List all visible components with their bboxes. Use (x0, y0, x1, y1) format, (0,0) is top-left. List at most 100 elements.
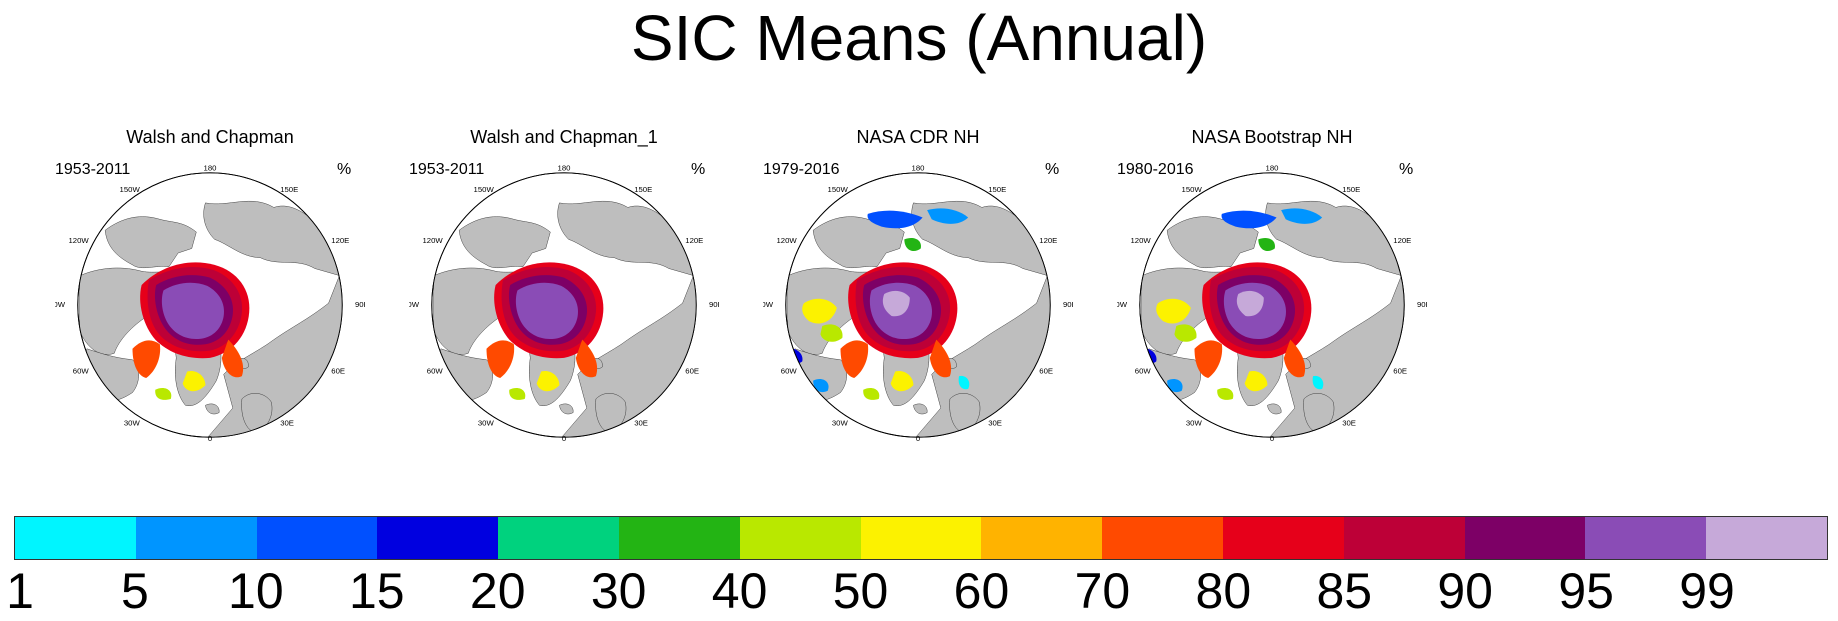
map-boundary (431, 172, 697, 438)
longitude-label: 120W (776, 236, 797, 245)
map-panel-nasa-cdr: NASA CDR NH 1979-2016 % 180 0 90W 90E 120W 15… (763, 126, 1073, 486)
longitude-label: 150E (280, 185, 298, 194)
iceland-land (205, 403, 220, 415)
sea-ice-region (1217, 388, 1234, 400)
sea-ice-region (958, 375, 970, 390)
colorbar-tick-label: 60 (953, 563, 1010, 619)
longitude-label: 90E (1063, 300, 1073, 309)
longitude-label: 0 (1270, 434, 1274, 443)
longitude-label: 0 (916, 434, 920, 443)
map-boundary (785, 172, 1051, 438)
panel-period: 1953-2011 (409, 161, 485, 178)
sea-ice-region (1167, 379, 1183, 393)
colorbar-segment (1585, 517, 1707, 559)
alaska-land (812, 216, 905, 269)
longitude-label: 60E (685, 367, 699, 376)
longitude-label: 90E (1417, 300, 1427, 309)
longitude-label: 0 (208, 434, 212, 443)
scandinavia-land (1303, 393, 1335, 433)
map-panel-nasa-bootstrap: NASA Bootstrap NH 1980-2016 % 180 0 90W 90E… (1117, 126, 1427, 486)
sea-ice-region (1283, 339, 1306, 378)
figure-title: SIC Means (Annual) (630, 2, 1208, 74)
longitude-label: 90W (55, 300, 66, 309)
panel-period: 1979-2016 (763, 161, 840, 178)
sea-ice-region (1312, 375, 1324, 390)
longitude-label: 90E (355, 300, 365, 309)
sea-ice-region (890, 370, 914, 392)
longitude-label: 60W (781, 367, 798, 376)
colorbar-tick-label: 95 (1558, 563, 1614, 619)
longitude-label: 120E (331, 236, 349, 245)
sea-ice-region (221, 339, 244, 378)
colorbar-segment (1706, 517, 1827, 559)
longitude-label: 60W (427, 367, 444, 376)
map-panel-walsh-chapman: Walsh and Chapman 1953-2011 % 180 0 90W 90E… (55, 126, 365, 486)
colorbar-segment (1222, 517, 1344, 559)
panel-title: NASA Bootstrap NH (1191, 127, 1353, 147)
sea-ice-region (132, 340, 161, 378)
sea-ice-region (182, 370, 206, 392)
panel-units: % (1399, 161, 1414, 178)
colorbar-tick-label: 10 (228, 563, 284, 619)
longitude-label: 120W (1130, 236, 1151, 245)
longitude-label: 120W (422, 236, 443, 245)
sea-ice-region (802, 298, 837, 324)
colorbar-segment (981, 517, 1103, 559)
polar-map: 180 0 90W 90E 120W 150W 150E 120E 60W 30W 30E 60E (55, 163, 365, 443)
scandinavia-land (241, 393, 273, 433)
alaska-land (104, 216, 197, 269)
colorbar-tick-label: 1 (6, 563, 34, 619)
sea-ice-region (1156, 298, 1191, 324)
longitude-label: 150W (1182, 185, 1203, 194)
colorbar-tick-label: 85 (1316, 563, 1373, 619)
map-panel-walsh-chapman-1: Walsh and Chapman_1 1953-2011 % 180 0 90W 9… (409, 126, 719, 486)
longitude-label: 90E (709, 300, 719, 309)
longitude-label: 180 (1266, 163, 1279, 172)
sea-ice-region (882, 290, 910, 317)
colorbar-segment (256, 517, 378, 559)
polar-map: 180 0 90W 90E 120W 150W 150E 120E 60W 30W 30E 60E (763, 163, 1073, 443)
sea-ice-region (840, 340, 869, 378)
colorbar-tick-label: 5 (121, 563, 149, 619)
colorbar-segment (15, 517, 136, 559)
sea-ice-region (486, 340, 515, 378)
longitude-label: 90W (1117, 300, 1128, 309)
panel-units: % (691, 161, 706, 178)
longitude-label: 30W (1186, 419, 1203, 428)
colorbar-segment (1464, 517, 1586, 559)
scandinavia-land (595, 393, 627, 433)
colorbar-tick-label: 30 (590, 563, 647, 619)
sea-ice-region (927, 208, 969, 224)
sea-ice-region (904, 237, 921, 251)
iceland-land (913, 403, 928, 415)
longitude-label: 180 (912, 163, 925, 172)
sea-ice-region (536, 370, 560, 392)
colorbar-segment (860, 517, 982, 559)
sea-ice-region (1236, 290, 1264, 317)
longitude-label: 90W (763, 300, 774, 309)
colorbar-segment (1343, 517, 1465, 559)
iceland-land (559, 403, 574, 415)
panel-period: 1953-2011 (55, 161, 131, 178)
sea-ice-region (515, 282, 578, 340)
longitude-label: 150E (988, 185, 1006, 194)
longitude-label: 0 (562, 434, 566, 443)
colorbar-tick-label: 90 (1437, 563, 1493, 619)
panel-period: 1980-2016 (1117, 161, 1194, 178)
sea-ice-region (1221, 210, 1277, 229)
longitude-label: 60E (1039, 367, 1053, 376)
sea-ice-region (575, 339, 598, 378)
longitude-label: 30W (124, 419, 141, 428)
alaska-land (458, 216, 551, 269)
colorbar-segment (498, 517, 619, 559)
sea-ice-region (155, 388, 172, 400)
colorbar-segment (135, 517, 257, 559)
panel-title: Walsh and Chapman (126, 127, 294, 147)
sea-ice-region (1174, 324, 1197, 342)
map-content (79, 200, 343, 438)
sea-ice-region (1281, 208, 1323, 224)
longitude-label: 120W (68, 236, 89, 245)
sea-ice-region (509, 388, 526, 400)
sea-ice-region (813, 379, 829, 393)
longitude-label: 150E (1342, 185, 1360, 194)
